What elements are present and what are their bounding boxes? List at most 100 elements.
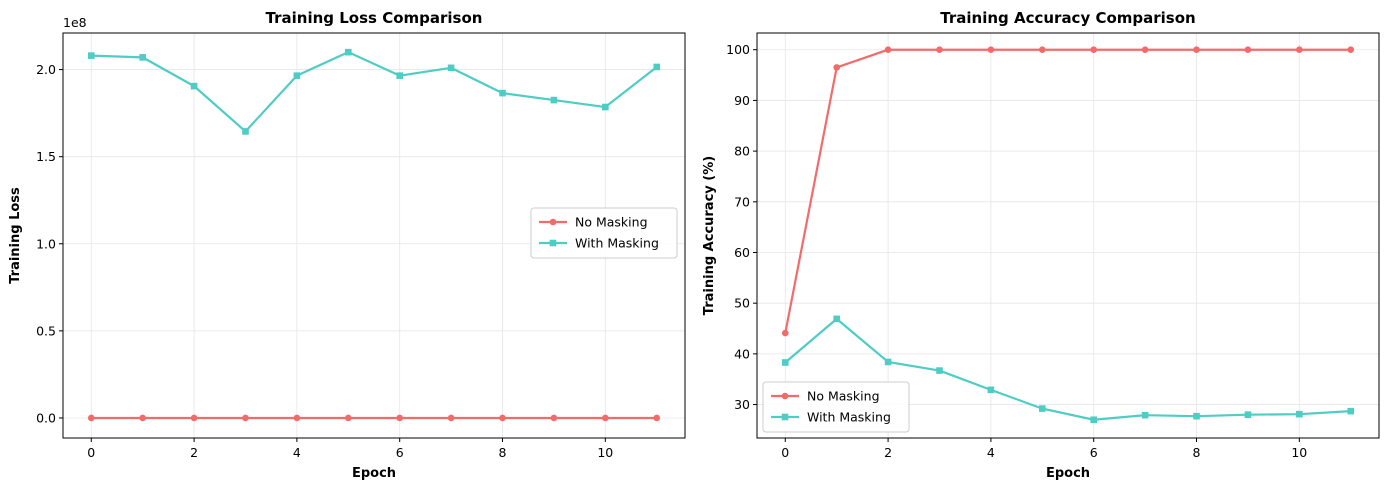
legend-marker — [549, 218, 557, 226]
y-tick-label: 1.5 — [36, 149, 56, 164]
y-tick-label: 40 — [734, 346, 750, 361]
data-point — [1193, 46, 1200, 54]
x-tick-label: 10 — [597, 445, 613, 460]
data-point — [447, 414, 455, 422]
y-tick-label: 70 — [734, 194, 750, 209]
legend-label: No Masking — [807, 389, 880, 404]
data-point — [653, 63, 661, 71]
legend-marker — [781, 413, 789, 421]
grid — [757, 33, 1379, 438]
legend-label: With Masking — [575, 236, 659, 251]
data-point — [293, 72, 301, 79]
data-point — [242, 128, 249, 135]
data-point — [242, 414, 249, 422]
data-point — [87, 52, 95, 59]
legend-label: No Masking — [575, 215, 648, 230]
data-point — [1038, 405, 1046, 412]
data-point — [1141, 411, 1149, 419]
x-tick-label: 8 — [499, 445, 507, 460]
legend-box — [762, 381, 910, 433]
data-point — [396, 72, 404, 79]
data-point — [884, 46, 892, 54]
y-tick-label: 90 — [734, 93, 750, 108]
x-tick-label: 4 — [293, 445, 301, 460]
series-no-masking — [781, 46, 1355, 337]
series-with-masking — [781, 315, 1355, 424]
data-point — [190, 414, 198, 422]
axes-frame — [756, 32, 1380, 439]
data-point — [344, 48, 352, 56]
data-point — [602, 414, 609, 422]
x-tick-label: 0 — [781, 445, 789, 460]
y-tick-label: 80 — [734, 144, 750, 159]
legend-box — [530, 207, 678, 259]
data-point — [550, 414, 558, 422]
y-tick-label: 60 — [734, 245, 750, 260]
y-tick-label: 50 — [734, 296, 750, 311]
x-tick-label: 10 — [1291, 445, 1307, 460]
data-point — [781, 329, 789, 337]
y-tick-label: 100 — [726, 42, 750, 57]
data-point — [190, 82, 198, 90]
data-point — [1141, 46, 1149, 54]
x-tick-label: 2 — [190, 445, 198, 460]
series-line — [784, 48, 1351, 334]
x-tick-label: 4 — [987, 445, 995, 460]
x-tick-label: 6 — [1090, 445, 1098, 460]
data-point — [396, 414, 404, 422]
legend: No Masking With Masking — [530, 207, 678, 259]
y-axis-label: Training Loss — [8, 187, 23, 284]
data-point — [884, 358, 892, 366]
data-point — [602, 103, 609, 111]
axes-frame — [62, 32, 686, 439]
data-point — [139, 414, 146, 422]
series-line — [784, 317, 1351, 421]
x-tick-label: 8 — [1193, 445, 1201, 460]
y-tick-label: 0.0 — [36, 410, 56, 425]
x-axis-label: Epoch — [352, 466, 396, 481]
chart-panel-2: 0 2 4 6 8 10 30 40 50 60 70 80 90 100 Training Accurac… — [702, 9, 1380, 481]
data-point — [1090, 416, 1098, 424]
data-point — [1296, 410, 1303, 418]
legend: No Masking With Masking — [762, 381, 910, 433]
chart-title: Training Loss Comparison — [266, 9, 483, 27]
data-point — [781, 359, 789, 366]
x-tick-label: 0 — [87, 445, 95, 460]
y-tick-label: 30 — [734, 397, 750, 412]
y-tick-label: 2.0 — [36, 62, 56, 77]
data-point — [1296, 46, 1303, 54]
series-line — [91, 51, 658, 133]
x-tick-label: 6 — [396, 445, 404, 460]
series-with-masking — [87, 48, 661, 135]
data-point — [987, 46, 995, 54]
data-point — [1038, 46, 1046, 54]
data-point — [293, 414, 301, 422]
data-point — [1244, 46, 1252, 54]
legend-marker — [549, 239, 557, 247]
data-point — [833, 64, 840, 71]
data-point — [987, 386, 995, 394]
legend-marker — [781, 392, 789, 400]
x-axis-label: Epoch — [1046, 466, 1090, 481]
x-tick-label: 2 — [884, 445, 892, 460]
data-point — [1347, 407, 1355, 415]
y-tick-label: 1.0 — [36, 236, 56, 251]
data-point — [344, 414, 352, 422]
data-point — [499, 414, 506, 422]
chart-title: Training Accuracy Comparison — [940, 9, 1195, 27]
legend-label: With Masking — [807, 410, 891, 425]
data-point — [1347, 46, 1355, 54]
data-point — [499, 89, 506, 97]
y-offset-label: 1e8 — [63, 15, 87, 30]
data-point — [936, 46, 943, 54]
data-point — [833, 315, 840, 323]
data-point — [653, 414, 661, 422]
y-axis-label: Training Accuracy (%) — [702, 156, 717, 315]
series-no-masking — [87, 414, 661, 422]
data-point — [936, 367, 943, 374]
data-point — [447, 64, 455, 72]
data-point — [550, 96, 558, 104]
data-point — [1244, 411, 1252, 418]
y-tick-label: 0.5 — [36, 323, 56, 338]
